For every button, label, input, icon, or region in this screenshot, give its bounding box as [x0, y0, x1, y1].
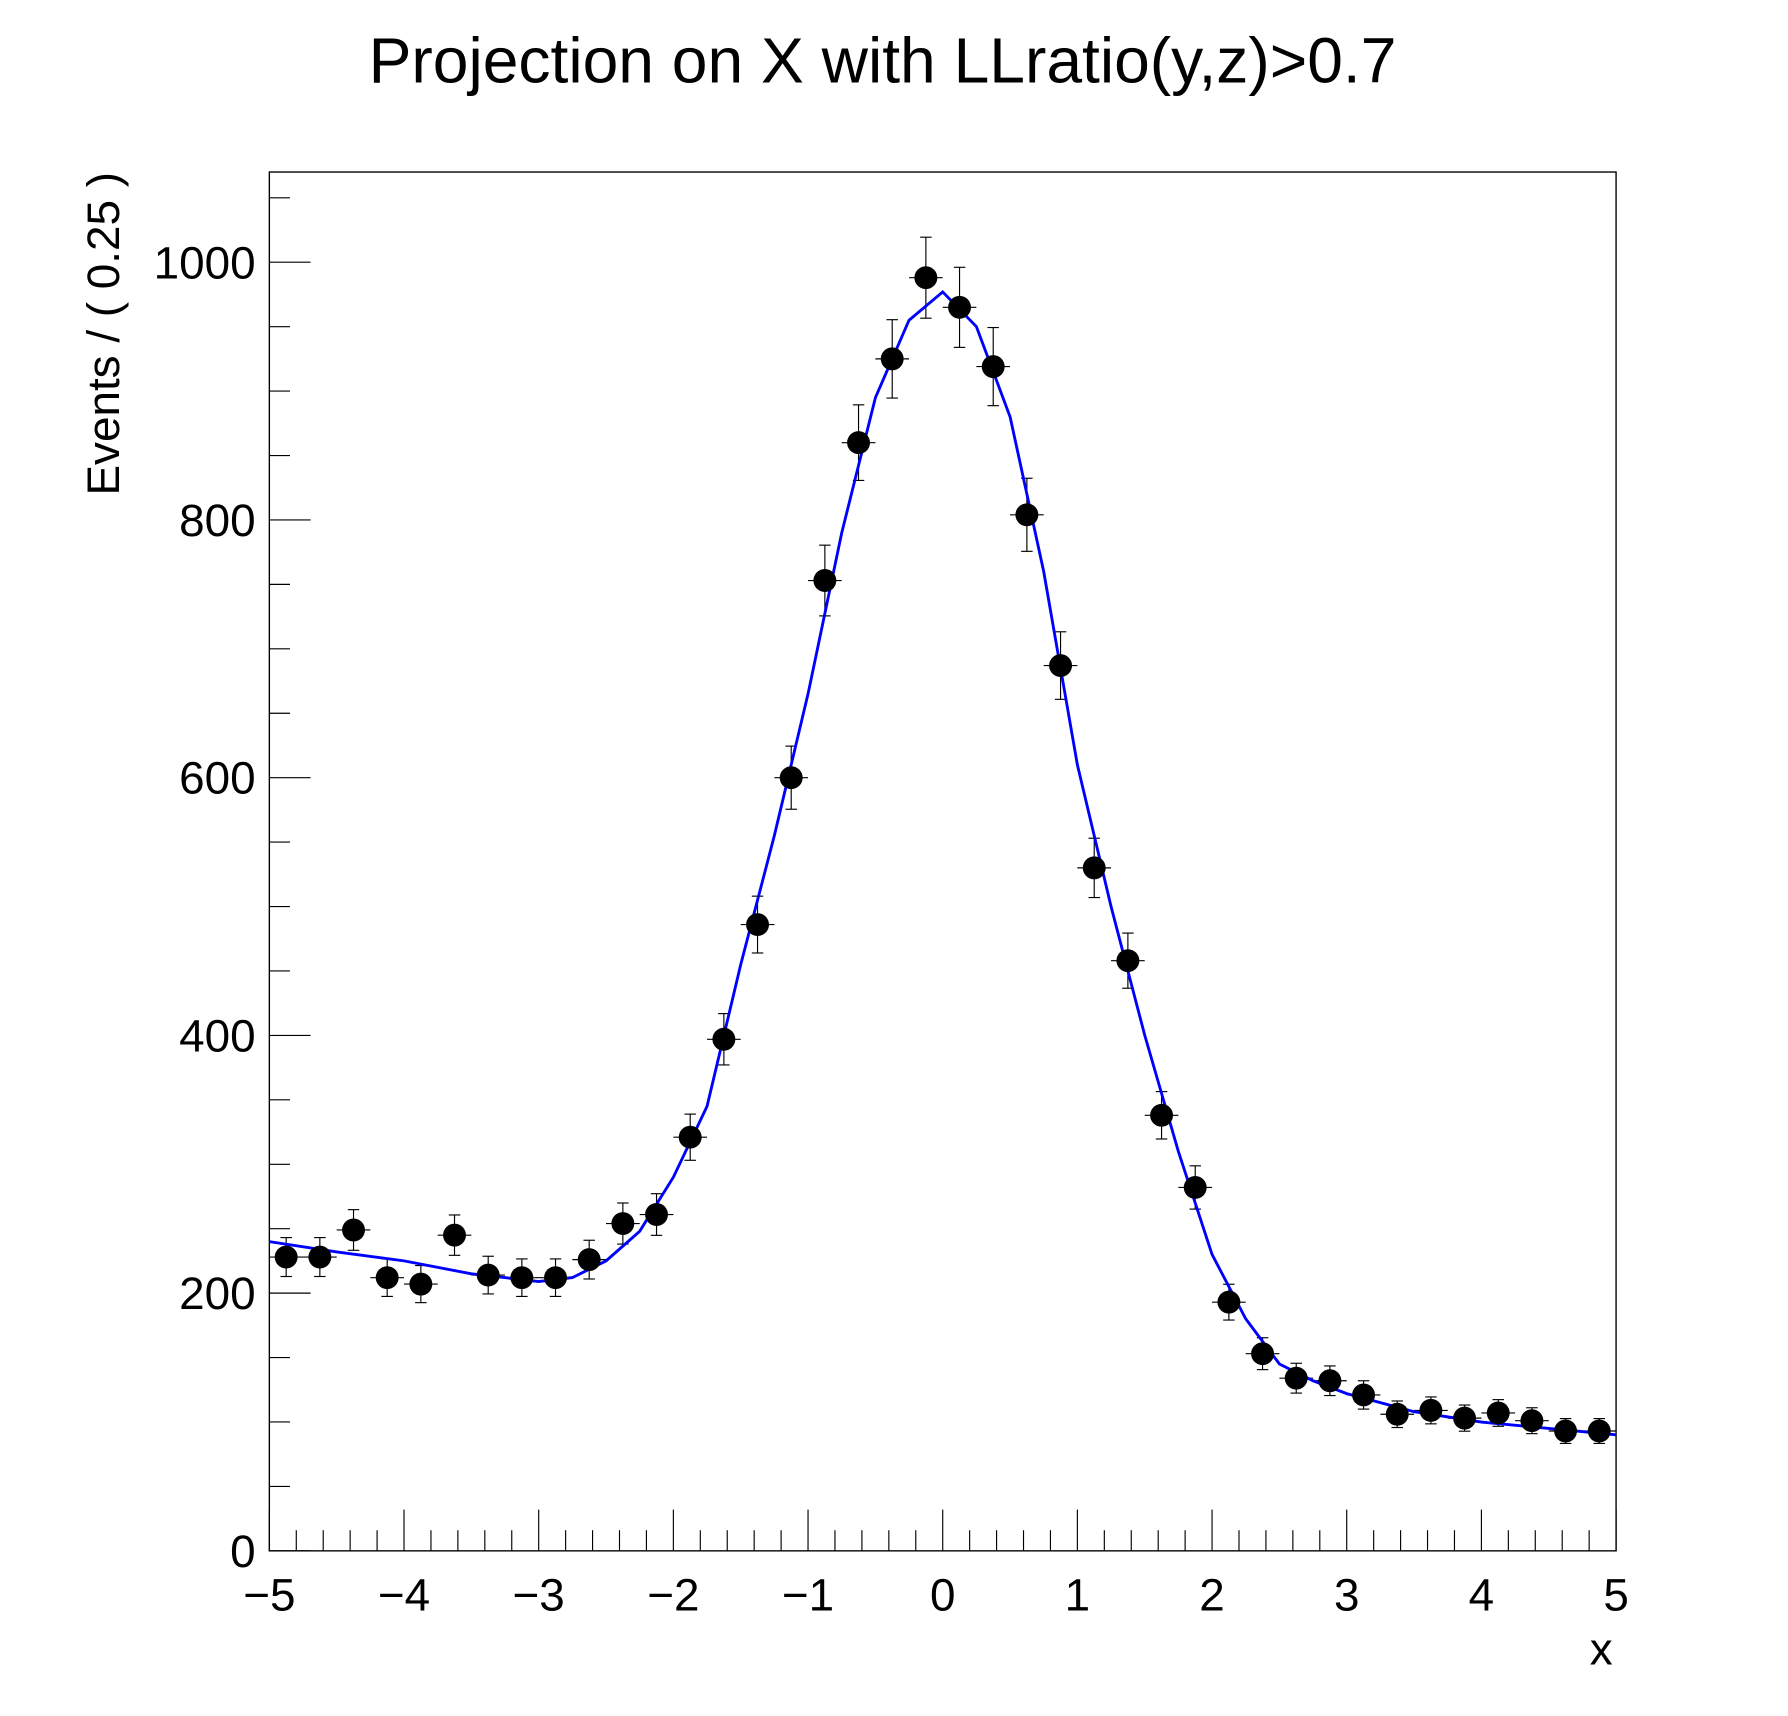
data-point	[1419, 1398, 1443, 1422]
data-point	[1453, 1406, 1477, 1430]
data-point	[847, 431, 871, 455]
x-tick-label: 3	[1334, 1569, 1359, 1620]
data-point	[375, 1266, 399, 1290]
x-tick-label: 2	[1199, 1569, 1224, 1620]
data-point	[813, 569, 837, 592]
data-point	[1587, 1419, 1611, 1443]
data-point	[645, 1203, 668, 1226]
y-tick-label: 200	[179, 1268, 255, 1319]
x-tick-label: 5	[1603, 1569, 1629, 1620]
data-point	[577, 1248, 601, 1272]
data-point	[308, 1245, 332, 1269]
data-point	[1150, 1103, 1174, 1127]
data-point	[274, 1245, 298, 1269]
data-point	[1385, 1402, 1409, 1426]
data-point	[1116, 949, 1140, 973]
y-axis-label: Events / ( 0.25 )	[78, 172, 129, 495]
x-tick-label: −2	[647, 1569, 699, 1620]
data-points	[274, 266, 1611, 1443]
x-tick-label: 1	[1065, 1569, 1091, 1620]
data-point	[342, 1218, 365, 1242]
data-point	[712, 1027, 736, 1051]
data-point	[746, 913, 769, 937]
data-point	[1015, 503, 1039, 527]
data-point	[1251, 1342, 1275, 1366]
data-point	[779, 766, 803, 790]
x-axis-label: x	[1590, 1623, 1613, 1674]
data-point	[476, 1263, 500, 1287]
x-tick-label: −3	[513, 1569, 565, 1620]
y-tick-label: 1000	[154, 237, 256, 288]
data-point	[914, 266, 938, 290]
data-point	[1082, 856, 1106, 880]
data-point	[1183, 1175, 1207, 1199]
y-tick-label: 0	[230, 1526, 256, 1577]
chart-title: Projection on X with LLratio(y,z)>0.7	[369, 25, 1397, 97]
data-point	[510, 1266, 534, 1290]
data-point	[880, 347, 904, 371]
x-tick-label: −1	[782, 1569, 834, 1620]
data-point	[1318, 1369, 1342, 1393]
data-point	[678, 1125, 702, 1149]
data-point	[1284, 1366, 1308, 1390]
y-tick-label: 400	[179, 1010, 255, 1061]
data-point	[1520, 1409, 1544, 1433]
x-tick-label: −4	[378, 1569, 430, 1620]
data-point	[544, 1266, 567, 1290]
data-point	[611, 1212, 635, 1236]
x-tick-label: −5	[243, 1569, 295, 1620]
x-tick-label: 0	[930, 1569, 956, 1620]
data-point	[1352, 1383, 1376, 1407]
y-tick-label: 800	[179, 495, 255, 546]
data-point	[948, 295, 972, 319]
axes: −5 −4 −3 −2 −1 0 1 2 3 4 5 0 200 400 600 800 1000	[154, 197, 1629, 1620]
plot-frame	[268, 171, 1617, 1552]
data-point	[981, 355, 1005, 379]
data-point	[1554, 1419, 1578, 1443]
y-tick-label: 600	[179, 753, 255, 804]
data-point	[1049, 654, 1073, 678]
fit-curve	[269, 289, 1617, 1437]
data-point	[1217, 1290, 1241, 1314]
x-tick-label: 4	[1469, 1569, 1495, 1620]
data-point	[409, 1272, 433, 1296]
data-point	[1486, 1401, 1510, 1425]
data-point	[443, 1223, 466, 1247]
error-bars	[269, 236, 1617, 1445]
